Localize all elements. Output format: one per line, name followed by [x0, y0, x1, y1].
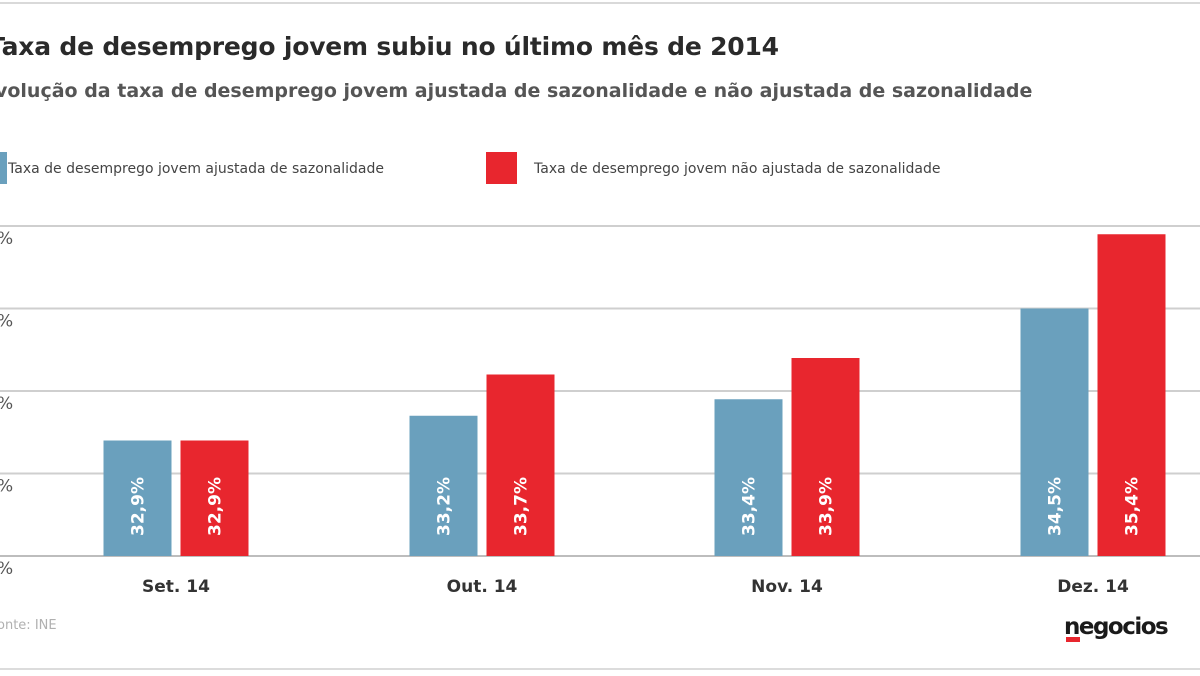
chart-title: Taxa de desemprego jovem subiu no último…: [0, 32, 779, 61]
bar-not-adjusted: [180, 440, 249, 556]
bottom-border: [0, 668, 1200, 670]
legend-swatch-not-adjusted: [486, 152, 517, 184]
negocios-logo: negocios: [1064, 614, 1169, 640]
y-tick-label: %: [0, 229, 13, 249]
bar-adjusted: [409, 415, 478, 556]
bar-not-adjusted: [791, 358, 860, 556]
source-note: Fonte: INE: [0, 618, 57, 633]
legend-label-not-adjusted: Taxa de desemprego jovem não ajustada de…: [534, 161, 941, 177]
bar-value-label: 35,4%: [1123, 477, 1143, 536]
bar-value-label: 32,9%: [206, 477, 226, 536]
logo-accent-mark: [1066, 637, 1080, 642]
bar-value-label: 33,9%: [817, 477, 837, 536]
legend-label-adjusted: Taxa de desemprego jovem ajustada de saz…: [8, 161, 384, 177]
bar-value-label: 33,2%: [435, 477, 455, 536]
legend-swatch-adjusted: [0, 152, 7, 184]
bar-not-adjusted: [1097, 234, 1166, 556]
y-tick-label: %: [0, 477, 13, 497]
x-tick-label: Nov. 14: [751, 577, 823, 597]
y-tick-label: %: [0, 394, 13, 414]
bar-value-label: 33,4%: [740, 477, 760, 536]
bar-value-label: 33,7%: [512, 477, 532, 536]
x-tick-label: Set. 14: [142, 577, 210, 597]
top-border: [0, 2, 1200, 4]
x-tick-label: Dez. 14: [1057, 577, 1129, 597]
bar-not-adjusted: [486, 374, 555, 556]
bar-value-label: 34,5%: [1046, 477, 1066, 536]
bar-adjusted: [714, 399, 783, 556]
y-tick-label: %: [0, 312, 13, 332]
bar-adjusted: [103, 440, 172, 556]
y-tick-label: %: [0, 559, 13, 579]
x-tick-label: Out. 14: [447, 577, 518, 597]
chart-subtitle: Evolução da taxa de desemprego jovem aju…: [0, 80, 1033, 102]
bar-adjusted: [1020, 308, 1089, 556]
bar-value-label: 32,9%: [129, 477, 149, 536]
